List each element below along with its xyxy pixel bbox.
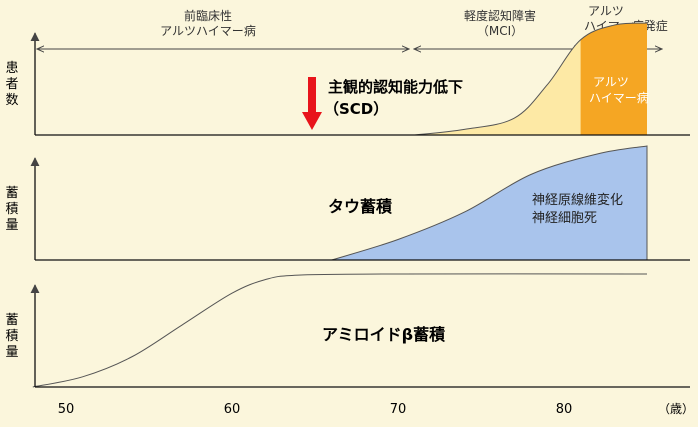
x-tick-50: 50: [58, 402, 75, 417]
phase-mci-line1: 軽度認知障害: [464, 8, 536, 23]
patients-ylabel-2: 者: [5, 77, 18, 92]
phase-onset-line1: アルツ: [588, 4, 624, 18]
patients-curve: [414, 22, 648, 136]
scd-label-line1: 主観的認知能力低下: [328, 78, 463, 96]
x-tick-80: 80: [556, 402, 573, 417]
panel-amyloid: 蓄 積 量 アミロイドβ蓄積: [5, 273, 690, 388]
amyloid-ylabel-3: 量: [5, 345, 18, 360]
amyloid-ylabel-1: 蓄: [5, 313, 18, 328]
amyloid-title: アミロイドβ蓄積: [322, 325, 446, 344]
scd-label-line2: （SCD）: [324, 100, 388, 118]
phase-mci-line2: （MCI）: [477, 24, 523, 38]
tau-ylabel-1: 蓄: [5, 186, 18, 201]
ad-area: [580, 23, 647, 135]
phase-header: 前臨床性 アルツハイマー病 軽度認知障害 （MCI） アルツ ハイマー病発症: [37, 4, 668, 49]
x-tick-60: 60: [224, 402, 241, 417]
tau-ylabel-3: 量: [5, 218, 18, 233]
ad-area-label-line2: ハイマー病: [589, 90, 649, 105]
phase-preclinical-line1: 前臨床性: [184, 8, 232, 23]
patients-ylabel-1: 患: [5, 61, 18, 76]
x-axis-ticks: 50 60 70 80 （歳）: [58, 402, 694, 417]
amyloid-ylabel-2: 積: [5, 329, 18, 344]
tau-title: タウ蓄積: [328, 197, 393, 216]
amyloid-curve: [32, 273, 648, 388]
patients-ylabel-3: 数: [5, 93, 18, 108]
phase-preclinical-line2: アルツハイマー病: [160, 23, 256, 38]
x-axis-unit: （歳）: [658, 402, 694, 416]
tau-ylabel-2: 積: [5, 202, 18, 217]
tau-annotation-line2: 神経細胞死: [532, 211, 597, 226]
scd-arrow-icon: [302, 77, 322, 130]
tau-annotation-line1: 神経原線維変化: [532, 192, 623, 208]
x-tick-70: 70: [390, 402, 407, 417]
ad-area-label-line1: アルツ: [593, 75, 629, 89]
panel-patients: 患 者 数 主観的認知能力低下 （SCD） アルツ ハイマー病: [5, 22, 690, 136]
tau-area: [331, 145, 648, 261]
panel-tau: 蓄 積 量 タウ蓄積 神経原線維変化 神経細胞死: [5, 145, 690, 261]
